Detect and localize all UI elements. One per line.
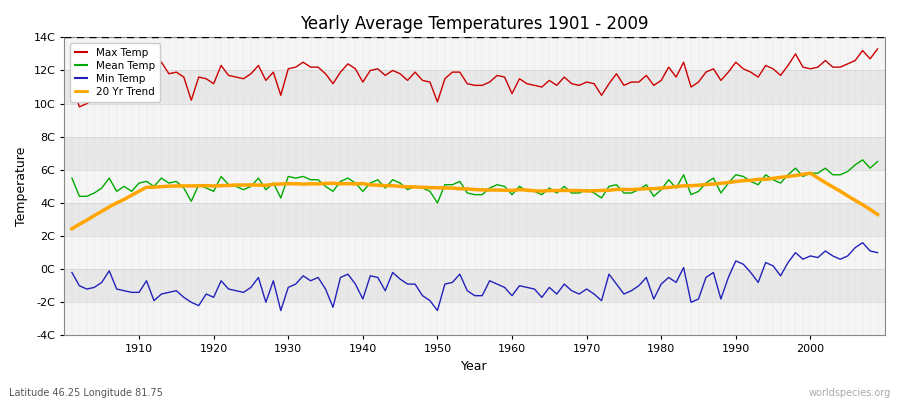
Bar (65, 302, 885, 336)
Text: Latitude 46.25 Longitude 81.75: Latitude 46.25 Longitude 81.75 (9, 388, 163, 398)
Text: worldspecies.org: worldspecies.org (809, 388, 891, 398)
Bar (65, 70, 885, 104)
Bar (65, 236, 885, 269)
Title: Yearly Average Temperatures 1901 - 2009: Yearly Average Temperatures 1901 - 2009 (301, 15, 649, 33)
Bar (65, 37, 885, 70)
Bar (65, 203, 885, 236)
Bar (65, 269, 885, 302)
Legend: Max Temp, Mean Temp, Min Temp, 20 Yr Trend: Max Temp, Mean Temp, Min Temp, 20 Yr Tre… (69, 42, 160, 102)
X-axis label: Year: Year (462, 360, 488, 373)
Bar (65, 137, 885, 170)
Bar (65, 104, 885, 137)
Y-axis label: Temperature: Temperature (15, 147, 28, 226)
Bar (65, 170, 885, 203)
